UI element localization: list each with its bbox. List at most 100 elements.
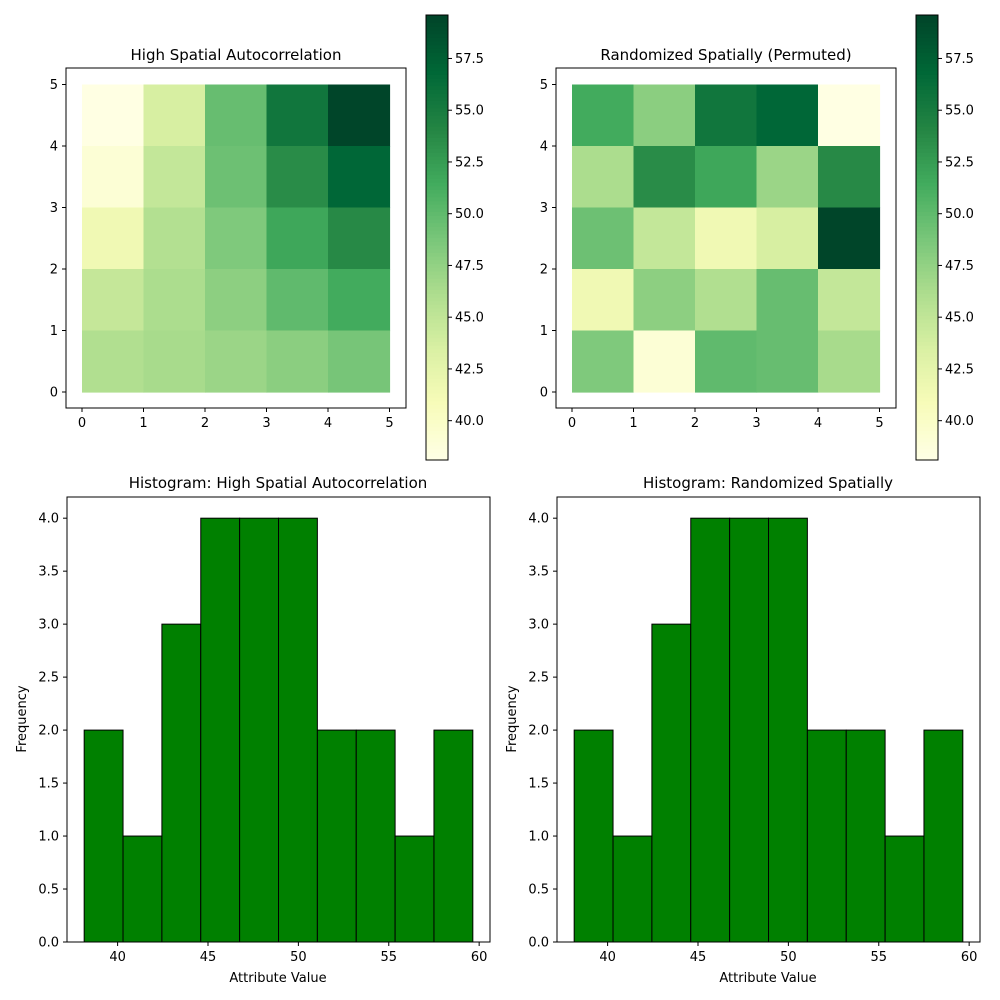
colorbar-segment	[916, 15, 938, 20]
colorbar-segment	[916, 404, 938, 409]
colorbar-segment	[916, 352, 938, 357]
heatmap-cell	[266, 207, 329, 270]
colorbar-segment	[916, 163, 938, 168]
heatmap-cell	[572, 269, 635, 332]
colorbar-segment	[916, 411, 938, 417]
colorbar-segment	[916, 137, 938, 142]
heatmap-cell	[328, 330, 391, 393]
colorbar-frame	[425, 14, 449, 461]
colorbar-segment	[426, 385, 448, 391]
y-tick-label: 1	[540, 324, 548, 339]
colorbar-segment	[916, 289, 938, 294]
colorbar-segment	[916, 126, 938, 131]
colorbar-segment	[916, 322, 938, 328]
colorbar-segment	[916, 274, 938, 279]
x-tick-label: 55	[380, 950, 397, 965]
colorbar-segment	[426, 59, 448, 64]
colorbar-segment	[426, 122, 448, 127]
colorbar-segment	[426, 155, 448, 161]
colorbar-segment	[426, 322, 448, 328]
colorbar-segment	[916, 300, 938, 305]
x-axis-label: Attribute Value	[229, 971, 326, 986]
colorbar-segment	[916, 85, 938, 90]
colorbar-segment	[916, 367, 938, 372]
colorbar-segment	[426, 270, 448, 276]
colorbar-segment	[916, 118, 938, 124]
colorbar-segment	[426, 126, 448, 131]
colorbar-segment	[916, 363, 938, 368]
heatmap-cell	[143, 330, 206, 393]
colorbar-tick-label: 57.5	[455, 52, 484, 67]
heatmap-cell	[82, 207, 145, 270]
colorbar-segment	[916, 167, 938, 172]
heatmap-cell	[82, 269, 145, 332]
axes-frame	[555, 67, 897, 409]
colorbar-segment	[916, 396, 938, 402]
colorbar-segment	[426, 111, 448, 116]
colorbar-segment	[916, 307, 938, 313]
colorbar-segment	[916, 233, 938, 239]
colorbar-segment	[916, 341, 938, 346]
colorbar-segment	[426, 434, 448, 439]
colorbar-segment	[916, 441, 938, 446]
colorbar-segment	[916, 133, 938, 138]
x-tick-label: 2	[691, 416, 699, 431]
colorbar-segment	[916, 22, 938, 27]
colorbar-segment	[916, 330, 938, 335]
colorbar-segment	[916, 178, 938, 183]
y-tick-label: 4	[540, 140, 548, 155]
colorbar-segment	[916, 259, 938, 265]
y-axis-label: Frequency	[15, 685, 30, 752]
chart-title: Histogram: Randomized Spatially	[643, 474, 893, 492]
colorbar-segment	[916, 304, 938, 309]
colorbar-segment	[426, 319, 448, 324]
colorbar-segment	[916, 26, 938, 31]
colorbar-segment	[916, 252, 938, 257]
colorbar-segment	[426, 259, 448, 265]
colorbar-tick-label: 52.5	[455, 155, 484, 170]
colorbar-segment	[916, 196, 938, 202]
heatmap-cell	[572, 84, 635, 147]
heatmap-cell	[266, 146, 329, 209]
colorbar-segment	[916, 66, 938, 72]
colorbar-segment	[426, 345, 448, 350]
histogram-randomized: Histogram: Randomized Spatially Attribut…	[505, 474, 981, 986]
colorbar-segment	[916, 107, 938, 113]
colorbar-segment	[426, 96, 448, 101]
x-tick-label: 40	[109, 950, 126, 965]
colorbar-segment	[426, 107, 448, 113]
heatmap-cell	[633, 146, 696, 209]
colorbar-segment	[426, 26, 448, 31]
colorbar-segment	[426, 89, 448, 94]
colorbar-segment	[916, 296, 938, 302]
colorbar-segment	[916, 270, 938, 276]
colorbar-segment	[426, 204, 448, 209]
colorbar-high-autocorrelation: 40.0 42.5 45.0 47.5 50.0 52.5 55.0 57.5	[425, 14, 484, 461]
colorbar-segment	[426, 326, 448, 331]
heatmap-cell	[818, 269, 881, 332]
x-tick-label: 0	[568, 416, 576, 431]
colorbar-segment	[426, 22, 448, 27]
colorbar-segment	[426, 448, 448, 454]
colorbar-segment	[426, 422, 448, 428]
colorbar-segment	[426, 148, 448, 153]
colorbar-segment	[426, 207, 448, 213]
histogram-bar	[433, 729, 474, 943]
colorbar-segment	[426, 37, 448, 42]
colorbar-tick-label: 47.5	[945, 259, 974, 274]
colorbar-segment	[916, 244, 938, 250]
colorbar-segment	[426, 333, 448, 339]
colorbar-segment	[426, 104, 448, 109]
heatmap-cell	[818, 207, 881, 270]
colorbar-segment	[916, 104, 938, 109]
colorbar-segment	[426, 211, 448, 216]
colorbar-segment	[426, 48, 448, 53]
colorbar-segment	[426, 396, 448, 402]
colorbar-segment	[916, 419, 938, 424]
heatmap-cell	[572, 330, 635, 393]
y-tick-label: 0.0	[38, 936, 59, 951]
y-tick-label: 3	[540, 201, 548, 216]
colorbar-segment	[916, 267, 938, 272]
colorbar-segment	[426, 33, 448, 38]
colorbar-tick-label: 42.5	[455, 362, 484, 377]
